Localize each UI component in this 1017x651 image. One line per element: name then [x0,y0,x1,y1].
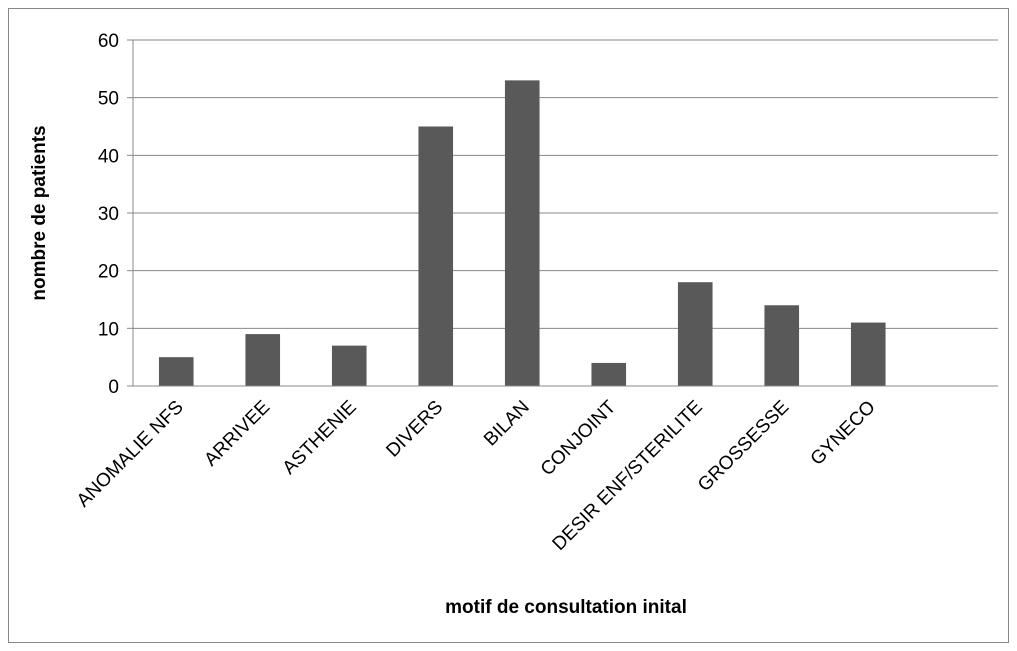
bar [504,80,540,386]
y-tick-label: 10 [98,319,119,340]
y-tick-label: 20 [98,262,119,283]
y-tick-label: 40 [98,146,119,167]
bar [764,305,800,386]
bar [158,357,194,386]
bar [331,345,367,386]
y-tick-label: 30 [98,204,119,225]
y-axis-title: nombre de patients [29,125,50,300]
bar [677,282,713,386]
y-tick-label: 60 [98,31,119,52]
y-tick-label: 50 [98,89,119,110]
x-axis-title: motif de consultation inital [445,597,687,618]
bar [418,126,454,386]
bar [591,362,627,386]
bar [245,334,281,386]
y-tick-label: 0 [108,377,119,398]
bar [850,322,886,386]
